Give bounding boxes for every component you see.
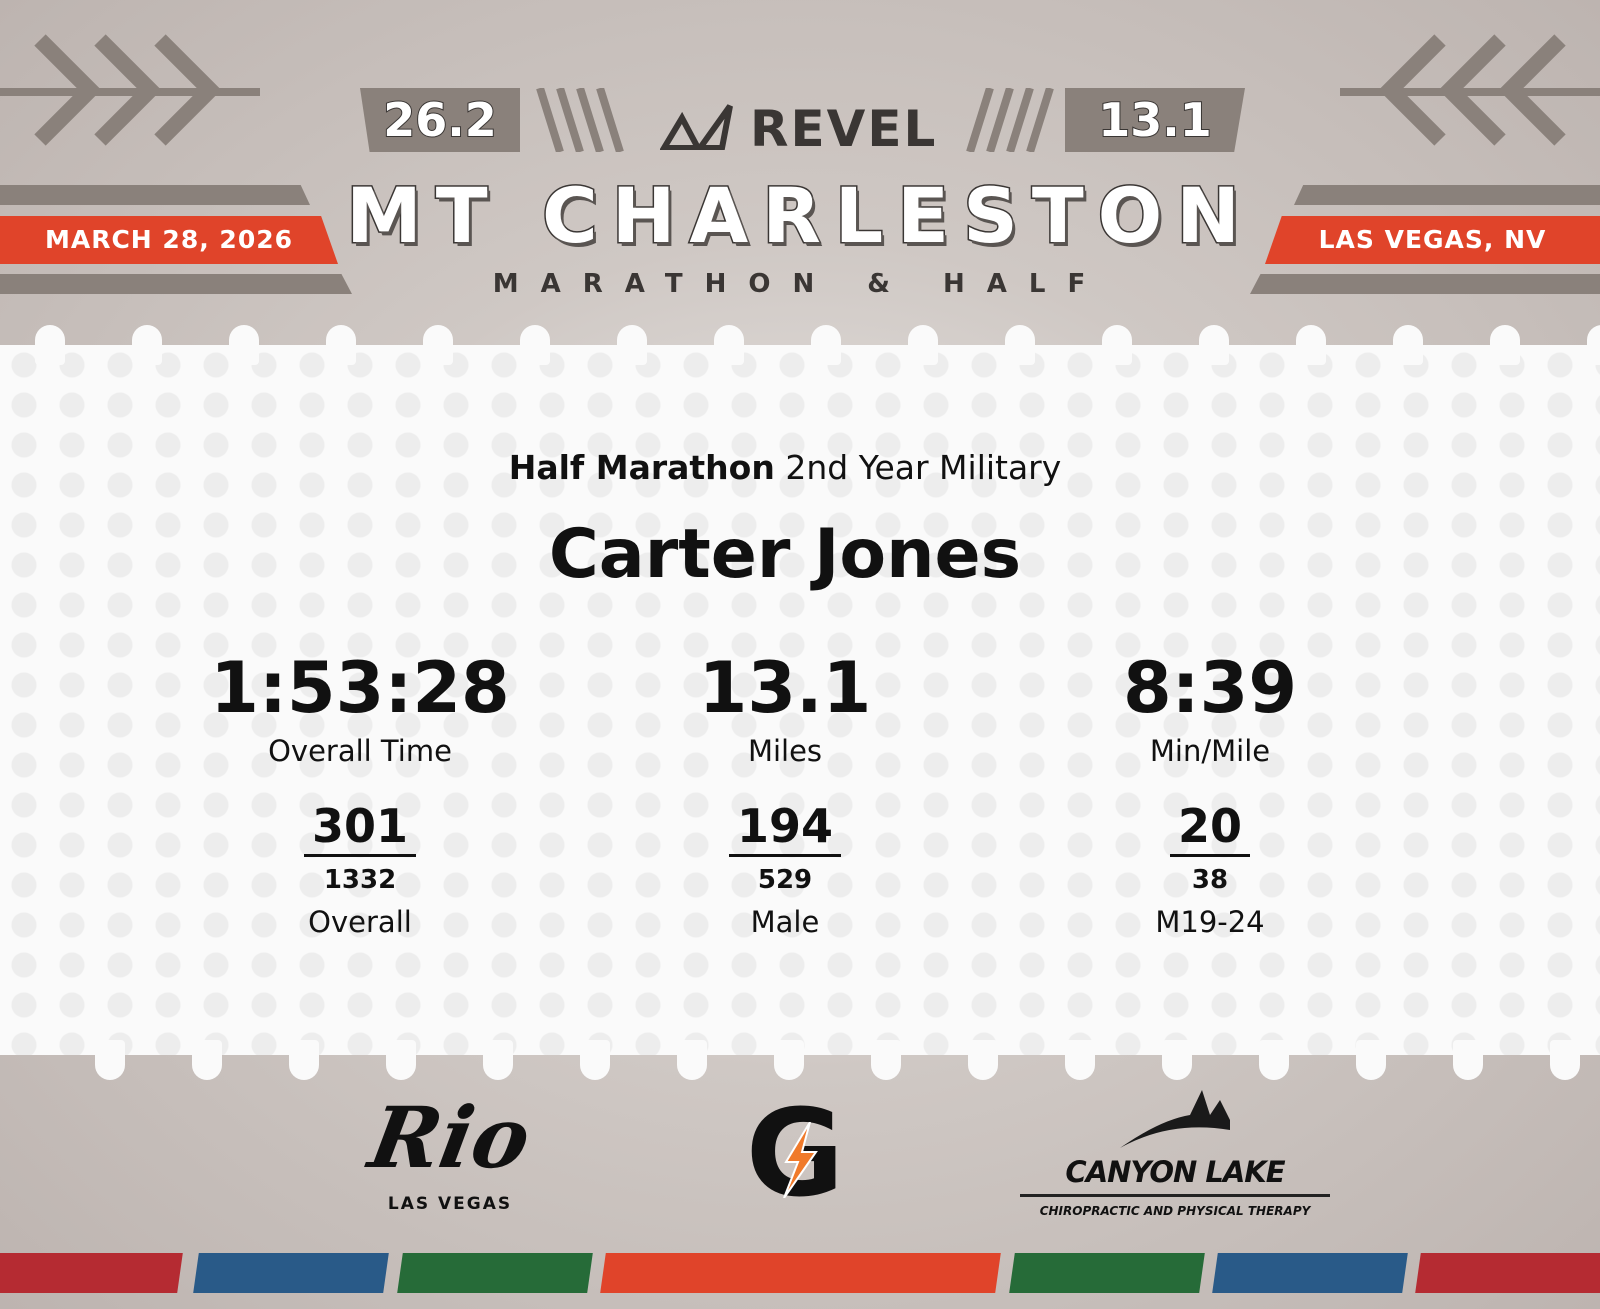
stat-value: 13.1 [698, 647, 872, 729]
division-name: 2nd Year Military [785, 448, 1062, 487]
rank-total: 38 [1191, 865, 1229, 895]
slash-decoration [536, 88, 624, 152]
stat-label: Overall Time [268, 734, 452, 768]
stripe [1294, 185, 1600, 205]
scallop-tooth [192, 1040, 222, 1080]
color-band [1009, 1253, 1205, 1293]
color-band [600, 1253, 1001, 1293]
stat-label: Miles [747, 734, 823, 768]
scallop-tooth [423, 325, 453, 365]
revel-logo: REVEL [658, 100, 937, 158]
scallop-tooth [289, 1040, 319, 1080]
scallop-tooth [1005, 325, 1035, 365]
rank-place: 20 [1169, 798, 1250, 857]
gatorade-logo: G [740, 1095, 850, 1220]
athlete-name: Carter Jones [548, 515, 1022, 594]
scallop-tooth [968, 1040, 998, 1080]
rank-place: 301 [303, 798, 417, 857]
marathon-distance: 26.2 [360, 88, 520, 152]
scallop-tooth [1259, 1040, 1289, 1080]
arrow-right-decoration [1340, 34, 1600, 146]
stat-miles: 13.1 Miles 194 529 Male [575, 648, 995, 939]
half-distance: 13.1 [1065, 88, 1245, 152]
scallop-tooth [386, 1040, 416, 1080]
rank-place: 194 [728, 798, 842, 857]
rio-wordmark: Rio [362, 1088, 538, 1187]
rank-label: Overall [308, 905, 412, 939]
scallop-tooth [908, 325, 938, 365]
stripe [1250, 274, 1600, 294]
stripe [0, 274, 352, 294]
scallop-tooth [774, 1040, 804, 1080]
stat-overall-time: 1:53:28 Overall Time 301 1332 Overall [150, 648, 570, 939]
rank-label: M19-24 [1155, 905, 1265, 939]
divider [1020, 1194, 1330, 1197]
rank-label: Male [750, 905, 820, 939]
canyon-subtitle: CHIROPRACTIC AND PHYSICAL THERAPY [1039, 1204, 1311, 1218]
scallop-tooth [1453, 1040, 1483, 1080]
rank-total: 1332 [323, 865, 397, 895]
scallop-tooth [35, 325, 65, 365]
scallop-tooth [1296, 325, 1326, 365]
scallop-tooth [1393, 325, 1423, 365]
stat-value: 1:53:28 [210, 647, 510, 729]
scallop-tooth [871, 1040, 901, 1080]
stripe [0, 185, 310, 205]
stat-label: Min/Mile [1149, 734, 1271, 768]
scallop-tooth [714, 325, 744, 365]
event-subtitle: MARATHON & HALF [492, 269, 1108, 299]
location-ribbon: LAS VEGAS, NV [1265, 216, 1600, 264]
scallop-tooth [1587, 325, 1600, 365]
scallop-tooth [1356, 1040, 1386, 1080]
color-band [1415, 1253, 1600, 1293]
scallop-tooth [677, 1040, 707, 1080]
scallop-tooth [1102, 325, 1132, 365]
color-band [397, 1253, 593, 1293]
scallop-tooth [326, 325, 356, 365]
scallop-tooth [1162, 1040, 1192, 1080]
scallop-tooth [1199, 325, 1229, 365]
arrow-left-decoration [0, 34, 260, 146]
scallop-tooth [580, 1040, 610, 1080]
stat-pace: 8:39 Min/Mile 20 38 M19-24 [1000, 648, 1420, 939]
mountain-icon [1120, 1090, 1230, 1148]
color-band [0, 1253, 183, 1293]
bolt-icon [783, 1122, 818, 1198]
date-ribbon: MARCH 28, 2026 [0, 216, 338, 264]
scallop-tooth [483, 1040, 513, 1080]
scallop-tooth [811, 325, 841, 365]
rio-logo: Rio LAS VEGAS [320, 1088, 580, 1216]
scallop-tooth [132, 325, 162, 365]
revel-mark-icon [658, 104, 733, 151]
race-name: Half Marathon [508, 448, 775, 487]
color-band [193, 1253, 389, 1293]
scallop-tooth [520, 325, 550, 365]
scallop-tooth [229, 325, 259, 365]
canyon-lake-logo: CANYON LAKE CHIROPRACTIC AND PHYSICAL TH… [1010, 1090, 1340, 1219]
canyon-wordmark: CANYON LAKE [1065, 1155, 1285, 1189]
scallop-tooth [1065, 1040, 1095, 1080]
scallop-tooth [617, 325, 647, 365]
rank-total: 529 [757, 865, 813, 895]
event-division: Half Marathon 2nd Year Military [0, 448, 1570, 487]
stat-value: 8:39 [1122, 647, 1298, 729]
event-title: MT CHARLESTON [345, 171, 1254, 260]
results-panel [0, 345, 1600, 1055]
slash-decoration [966, 88, 1054, 152]
scallop-tooth [95, 1040, 125, 1080]
rio-subtitle: LAS VEGAS [387, 1194, 513, 1214]
color-band [1212, 1253, 1408, 1293]
scallop-tooth [1550, 1040, 1580, 1080]
scallop-tooth [1490, 325, 1520, 365]
